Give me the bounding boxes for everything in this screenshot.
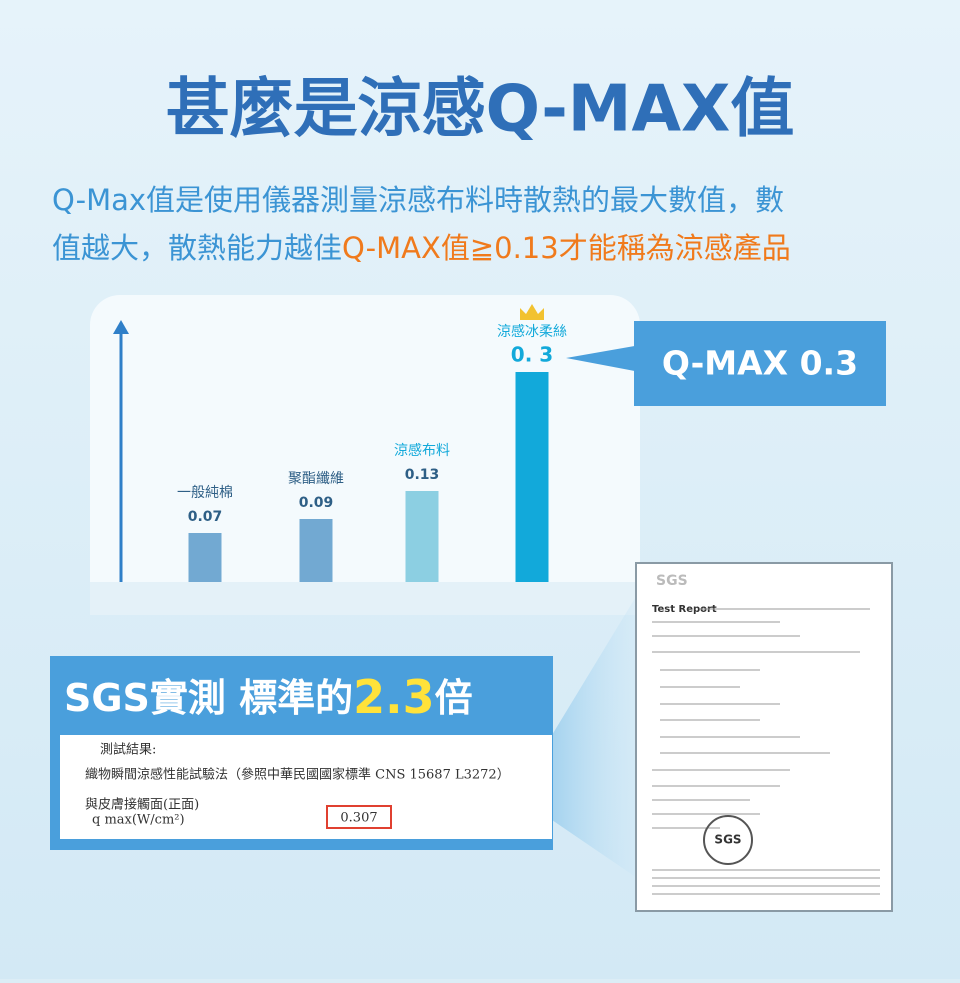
value-label: 0.13: [405, 467, 440, 483]
banner-number: 2.3: [353, 670, 435, 724]
value-label: 0. 3: [511, 343, 553, 367]
subtitle-line: Q-Max值是使用儀器測量涼感布料時散熱的最大數值，數: [52, 183, 784, 217]
category-label: 聚酯纖維: [288, 471, 344, 487]
bar: [299, 519, 333, 582]
banner-prefix: SGS實測 標準的: [64, 676, 353, 720]
banner-text: SGS實測 標準的2.3倍: [64, 670, 473, 724]
result-highlight: [326, 805, 392, 829]
subtitle-part: 值越大，散熱能力越佳: [52, 231, 342, 265]
callout-box: [634, 321, 886, 406]
callout-pointer: [566, 345, 640, 372]
bars: 0.07 一般純棉 0.09 聚酯纖維 0.13 涼感布料 0. 3 涼感冰柔絲: [177, 304, 567, 582]
category-label: 一般純棉: [177, 484, 233, 501]
chart-panel: [90, 295, 640, 615]
crown-icon: [520, 304, 544, 320]
report-logo: SGS: [656, 573, 688, 589]
chart-floor: [90, 582, 640, 615]
subtitle-part: Q-MAX值≧0.13才能稱為涼感產品: [342, 231, 791, 265]
report-lines: [652, 608, 880, 895]
category-label: 涼感布料: [394, 442, 450, 459]
report-stamp: SGS: [714, 833, 741, 847]
axis-arrow: [113, 320, 129, 334]
category-label: 涼感冰柔絲: [497, 323, 567, 340]
excerpt-result: 0.307: [340, 811, 377, 826]
report-seal: [703, 815, 753, 865]
excerpt-box: [60, 735, 552, 839]
headline: 甚麼是涼感Q-MAX值: [166, 73, 795, 147]
callout-text: Q-MAX 0.3: [662, 344, 858, 383]
excerpt-method: 織物瞬間涼感性能試驗法（參照中華民國國家標準 CNS 15687 L3272）: [85, 767, 510, 783]
subtitle-line: 值越大，散熱能力越佳Q-MAX值≧0.13才能稱為涼感產品: [52, 231, 791, 265]
excerpt-unit: q max(W/cm²): [92, 813, 185, 828]
banner-suffix: 倍: [435, 676, 473, 720]
value-label: 0.07: [188, 509, 223, 525]
beam: [552, 590, 640, 880]
bar: [188, 533, 222, 582]
excerpt-heading: 測試結果:: [100, 742, 156, 758]
bar: [515, 372, 549, 582]
excerpt-side: 與皮膚接觸面(正面): [85, 797, 199, 813]
value-label: 0.09: [299, 495, 334, 511]
bar: [405, 491, 439, 582]
report-title: Test Report: [652, 604, 717, 615]
